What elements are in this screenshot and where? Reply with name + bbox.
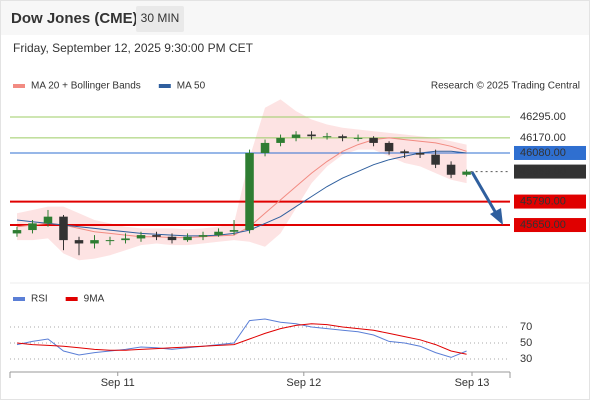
candle-body	[462, 171, 471, 175]
source: Research © 2025 Trading Central	[431, 81, 580, 92]
y-tick-label: 70	[520, 321, 532, 333]
x-tick-label: Sep 12	[286, 377, 321, 389]
candle-body	[136, 235, 146, 239]
candle-body	[291, 134, 301, 138]
indicator-line	[16, 318, 467, 358]
price-level-tag	[514, 164, 586, 179]
legend-label: MA 50	[177, 81, 206, 92]
price-level-label: 46080.00	[520, 147, 566, 159]
candle-body	[307, 134, 316, 137]
moving-average	[16, 150, 467, 237]
candle-body	[183, 236, 192, 241]
forecast-arrow	[470, 171, 499, 216]
candle-body	[369, 137, 378, 143]
price-level-label: 45969.00	[520, 165, 566, 177]
candle-body	[121, 238, 130, 241]
forecast-arrow-head	[490, 208, 503, 225]
candle-body	[152, 235, 161, 237]
candle-body	[260, 142, 270, 153]
legend-label: RSI	[31, 294, 48, 305]
legend-label: MA 20 + Bollinger Bands	[31, 81, 141, 92]
price-level-tag	[514, 145, 586, 160]
y-tick-label: 50	[520, 337, 532, 349]
moving-average	[16, 137, 467, 239]
legend-swatch	[158, 84, 171, 88]
datetime: Friday, September 12, 2025 9:30:00 PM CE…	[13, 41, 254, 55]
header-bar	[1, 1, 589, 35]
candle-body	[28, 223, 37, 231]
candle-body	[431, 154, 440, 165]
x-tick-label: Sep 13	[455, 377, 490, 389]
indicator-line	[16, 323, 467, 355]
price-level-label: 45790.00	[520, 195, 566, 207]
y-tick-label: 30	[520, 353, 532, 365]
candle-body	[198, 235, 208, 237]
timeframe: 30 MIN	[141, 11, 180, 25]
candle-body	[338, 136, 347, 138]
price-level-tag	[514, 194, 586, 209]
x-tick-label: Sep 11	[101, 377, 135, 389]
candle-body	[105, 240, 115, 242]
candle-body	[90, 240, 99, 244]
candle-body	[167, 236, 177, 241]
price-level-label: 45650.00	[520, 219, 566, 231]
candle-body	[74, 240, 84, 244]
candle-body	[214, 231, 223, 236]
price-level-label: 46295.00	[520, 111, 566, 123]
candle-body	[59, 216, 68, 241]
bollinger-band	[17, 99, 467, 261]
candle-body	[12, 230, 22, 234]
legend-label: 9MA	[84, 294, 105, 305]
candle-body	[43, 216, 53, 224]
legend-swatch	[13, 297, 25, 301]
legend-swatch	[13, 84, 25, 88]
candle-body	[353, 137, 363, 139]
legend-swatch	[65, 297, 78, 301]
candle-body	[276, 137, 285, 143]
candle-body	[415, 152, 425, 155]
title: Dow Jones (CME)	[11, 10, 138, 27]
timeframe-box	[136, 6, 184, 32]
candle-body	[384, 142, 394, 152]
price-level-tag	[514, 218, 586, 233]
candle-body	[245, 152, 254, 231]
candle-body	[446, 164, 456, 175]
price-level-label: 46170.00	[520, 132, 566, 144]
candle-body	[229, 230, 239, 232]
candle-body	[322, 136, 332, 138]
candle-body	[400, 151, 409, 153]
